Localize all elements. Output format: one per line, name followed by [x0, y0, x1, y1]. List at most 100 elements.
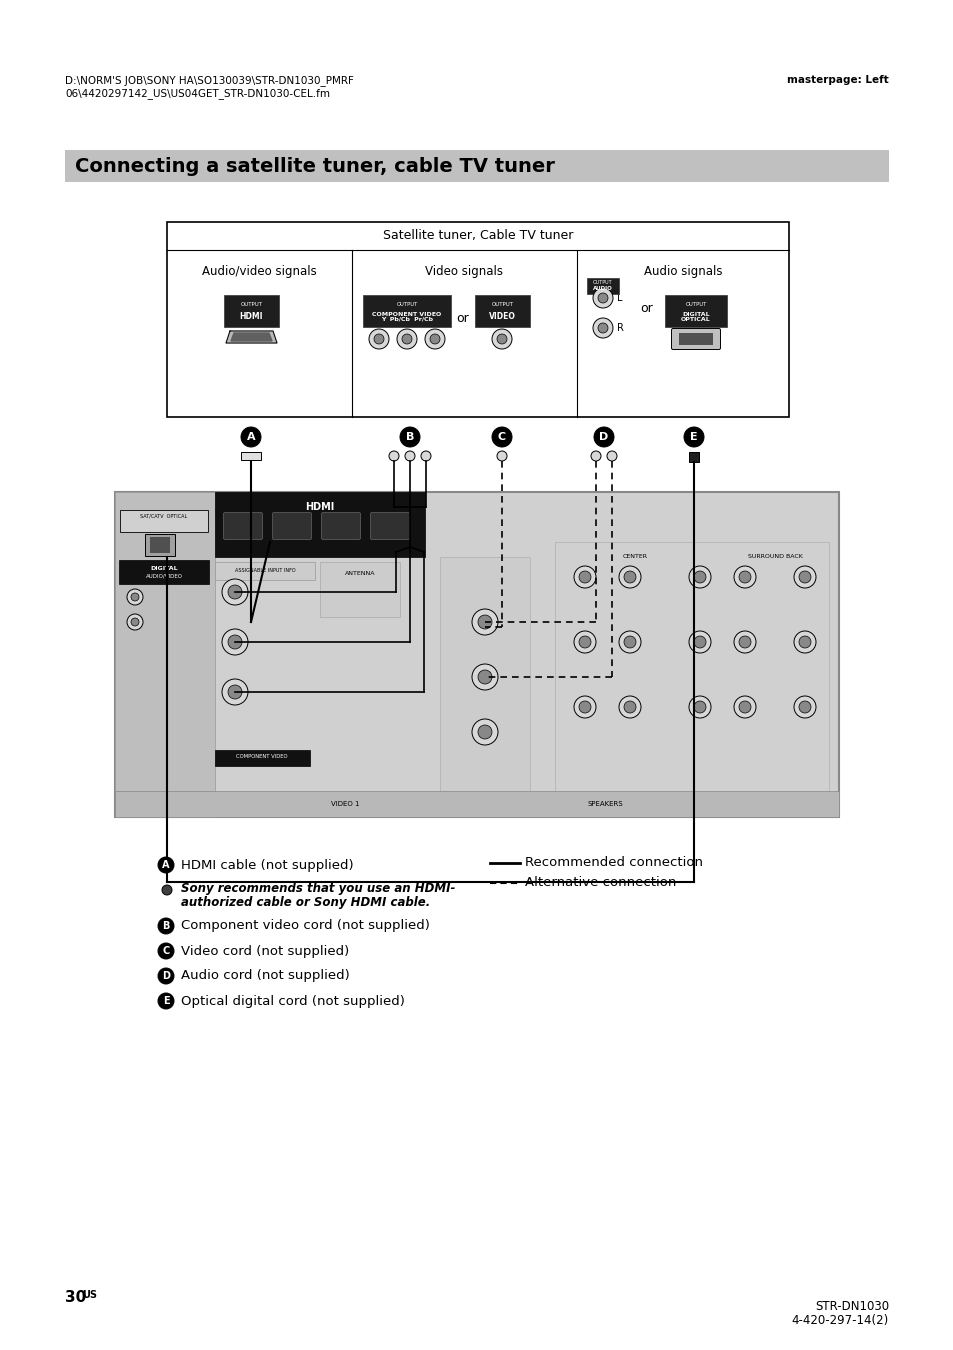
Text: authorized cable or Sony HDMI cable.: authorized cable or Sony HDMI cable. [181, 896, 430, 909]
Circle shape [158, 994, 173, 1008]
Circle shape [492, 427, 512, 447]
Polygon shape [226, 331, 276, 343]
Circle shape [598, 323, 607, 333]
Bar [679, 333, 712, 346]
Circle shape [369, 329, 389, 350]
Bar [167, 221, 788, 417]
Circle shape [733, 566, 755, 589]
Circle shape [127, 614, 143, 630]
Circle shape [693, 701, 705, 713]
Circle shape [222, 579, 248, 605]
Text: D: D [598, 432, 608, 441]
Text: or: or [640, 301, 653, 315]
Bar [555, 541, 828, 792]
Circle shape [424, 329, 444, 350]
Circle shape [574, 630, 596, 653]
Circle shape [693, 636, 705, 648]
Circle shape [688, 697, 710, 718]
Text: Alternative connection: Alternative connection [524, 876, 676, 890]
Circle shape [594, 427, 614, 447]
FancyBboxPatch shape [370, 513, 409, 540]
Text: L: L [617, 293, 622, 302]
Text: 06\4420297142_US\US04GET_STR-DN1030-CEL.fm: 06\4420297142_US\US04GET_STR-DN1030-CEL.… [65, 88, 330, 99]
Text: A: A [162, 860, 170, 869]
Circle shape [396, 329, 416, 350]
Text: B: B [162, 921, 170, 931]
Text: VIDEO: VIDEO [489, 312, 516, 321]
FancyBboxPatch shape [273, 513, 312, 540]
Circle shape [158, 857, 173, 873]
Text: STR-DN1030: STR-DN1030 [814, 1300, 888, 1314]
Polygon shape [231, 333, 272, 342]
Circle shape [793, 566, 815, 589]
Circle shape [688, 566, 710, 589]
Bar [241, 452, 261, 460]
Circle shape [222, 629, 248, 655]
Circle shape [497, 333, 506, 344]
Text: COMPONENT VIDEO: COMPONENT VIDEO [236, 755, 288, 759]
Text: US: US [82, 1291, 97, 1300]
Circle shape [733, 697, 755, 718]
Circle shape [623, 636, 636, 648]
Circle shape [472, 664, 497, 690]
Circle shape [158, 944, 173, 958]
Circle shape [574, 697, 596, 718]
Circle shape [688, 630, 710, 653]
Bar [115, 791, 838, 817]
Circle shape [405, 451, 415, 460]
Bar [214, 562, 314, 580]
Circle shape [401, 333, 412, 344]
Circle shape [739, 571, 750, 583]
Bar [475, 296, 530, 327]
Circle shape [472, 720, 497, 745]
Circle shape [793, 697, 815, 718]
Text: 30: 30 [65, 1291, 86, 1305]
Bar [439, 558, 530, 796]
Circle shape [793, 630, 815, 653]
Bar [688, 452, 699, 462]
Circle shape [590, 451, 600, 460]
Text: Sony recommends that you use an HDMI-: Sony recommends that you use an HDMI- [181, 882, 455, 895]
Text: DIGITAL
OPTICAL: DIGITAL OPTICAL [680, 312, 710, 321]
Circle shape [618, 566, 640, 589]
Bar [150, 537, 170, 554]
Circle shape [131, 593, 139, 601]
Bar [319, 562, 399, 617]
Text: ANTENNA: ANTENNA [344, 571, 375, 576]
Bar [214, 751, 310, 765]
Text: Audio/video signals: Audio/video signals [201, 266, 316, 278]
Circle shape [127, 589, 143, 605]
Circle shape [683, 427, 703, 447]
Text: VIDEO 1: VIDEO 1 [331, 801, 359, 807]
Text: HDMI: HDMI [305, 502, 335, 512]
Circle shape [399, 427, 419, 447]
Text: OUTPUT: OUTPUT [240, 302, 262, 306]
Text: Video signals: Video signals [424, 266, 502, 278]
Circle shape [477, 725, 492, 738]
Circle shape [430, 333, 439, 344]
Bar [664, 296, 726, 327]
Circle shape [492, 329, 512, 350]
Bar [145, 535, 174, 556]
Text: 4-420-297-14(2): 4-420-297-14(2) [791, 1314, 888, 1327]
Text: C: C [497, 432, 505, 441]
Circle shape [578, 636, 590, 648]
Bar [115, 491, 838, 817]
Circle shape [389, 451, 398, 460]
Circle shape [618, 697, 640, 718]
Text: masterpage: Left: masterpage: Left [786, 76, 888, 85]
Circle shape [733, 630, 755, 653]
Circle shape [477, 670, 492, 684]
Text: OUTPUT: OUTPUT [491, 302, 513, 306]
Text: Optical digital cord (not supplied): Optical digital cord (not supplied) [181, 995, 404, 1007]
Text: SURROUND BACK: SURROUND BACK [747, 554, 801, 559]
Circle shape [131, 618, 139, 626]
Circle shape [799, 701, 810, 713]
Text: Audio signals: Audio signals [643, 266, 721, 278]
Circle shape [420, 451, 431, 460]
Text: C: C [162, 946, 170, 956]
Text: ASSIGNABLE INPUT INFO: ASSIGNABLE INPUT INFO [234, 568, 295, 574]
Text: D:\NORM'S JOB\SONY HA\SO130039\STR-DN1030_PMRF: D:\NORM'S JOB\SONY HA\SO130039\STR-DN103… [65, 76, 354, 86]
Text: AUDIO: AUDIO [593, 286, 612, 292]
Circle shape [228, 684, 242, 699]
